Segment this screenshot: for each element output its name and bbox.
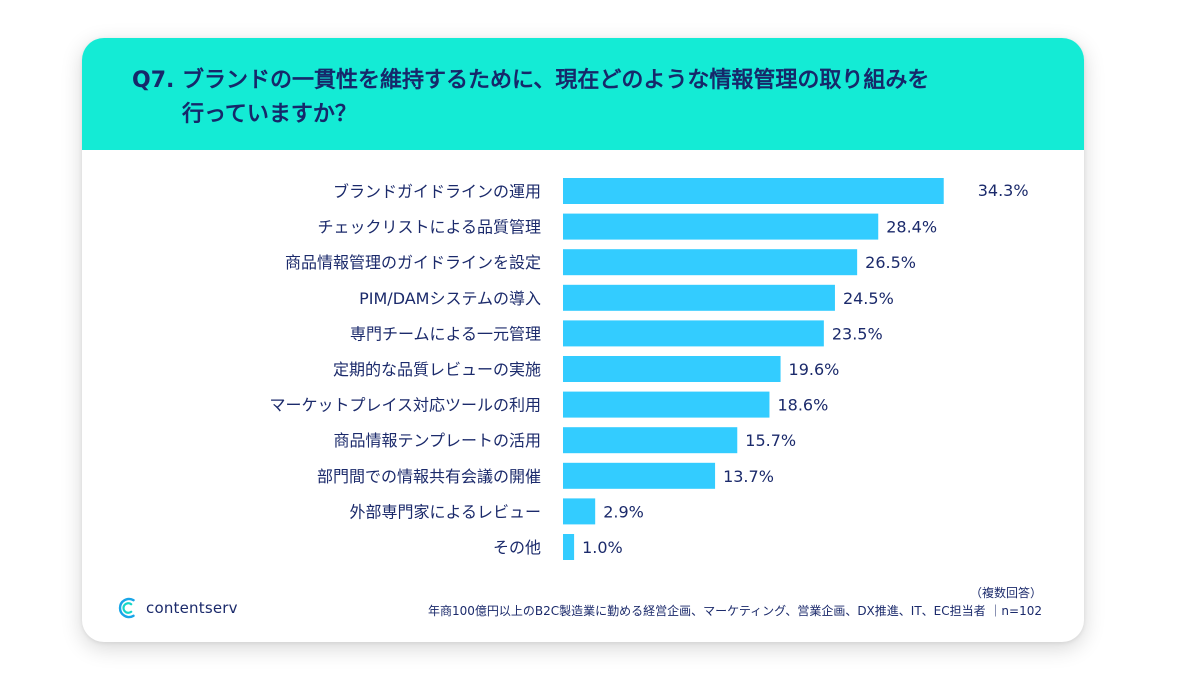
bar [563,391,770,418]
value-label: 34.3% [978,181,1029,200]
bar [563,534,575,560]
value-label: 24.5% [843,289,894,308]
bar [563,284,835,311]
category-label: その他 [493,538,541,557]
bar [563,427,738,454]
chart-title-line1: Q7. ブランドの一貫性を維持するために、現在どのような情報管理の取り組みを [132,68,930,93]
category-label: 商品情報テンプレートの活用 [333,431,541,450]
category-label: 専門チームによる一元管理 [350,324,541,343]
bar [563,356,781,382]
multiple-answer-note: （複数回答） [969,586,1042,600]
category-label: 外部専門家によるレビュー [349,502,541,521]
category-label: 定期的な品質レビューの実施 [333,360,541,379]
survey-note: （複数回答） 年商100億円以上のB2C製造業に勤める経営企画、マーケティング、… [428,584,1042,620]
bar [563,249,858,276]
bar [563,178,944,204]
category-label: ブランドガイドラインの運用 [333,182,541,201]
value-label: 2.9% [603,502,644,521]
chart-card: Q7. ブランドの一貫性を維持するために、現在どのような情報管理の取り組みを 行… [82,38,1084,642]
bar-chart: ブランドガイドラインの運用 34.3% チェックリストによる品質管理 28.4% 商品情… [269,178,1029,560]
category-label: マーケットプレイス対応ツールの利用 [269,396,541,415]
value-label: 28.4% [886,218,937,237]
category-label: 商品情報管理のガイドラインを設定 [285,253,541,272]
logo-text: contentserv [146,599,238,617]
chart-title-line2: 行っていますか？ [182,102,357,127]
category-label: PIM/DAMシステムの導入 [359,289,541,308]
title-header: Q7. ブランドの一貫性を維持するために、現在どのような情報管理の取り組みを 行… [82,38,1084,150]
bar [563,498,596,525]
value-label: 1.0% [582,538,623,557]
value-label: 18.6% [777,396,828,415]
value-label: 23.5% [832,324,883,343]
contentserv-logo-icon [118,597,135,619]
value-label: 19.6% [789,360,840,379]
category-label: 部門間での情報共有会議の開催 [317,467,541,486]
bar [563,462,716,489]
category-label: チェックリストによる品質管理 [317,218,541,237]
value-label: 26.5% [865,253,916,272]
contentserv-logo: contentserv [116,596,238,620]
respondent-note: 年商100億円以上のB2C製造業に勤める経営企画、マーケティング、営業企画、DX… [427,604,1042,618]
bar [563,320,824,347]
value-label: 15.7% [745,431,796,450]
bar [563,213,879,240]
value-label: 13.7% [723,467,774,486]
